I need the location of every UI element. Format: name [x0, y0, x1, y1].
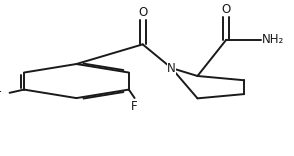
- Text: O: O: [222, 3, 231, 16]
- Text: Br: Br: [0, 88, 2, 100]
- Text: NH₂: NH₂: [262, 33, 285, 46]
- Text: O: O: [138, 6, 147, 19]
- Text: F: F: [131, 100, 138, 113]
- Text: N: N: [167, 62, 176, 75]
